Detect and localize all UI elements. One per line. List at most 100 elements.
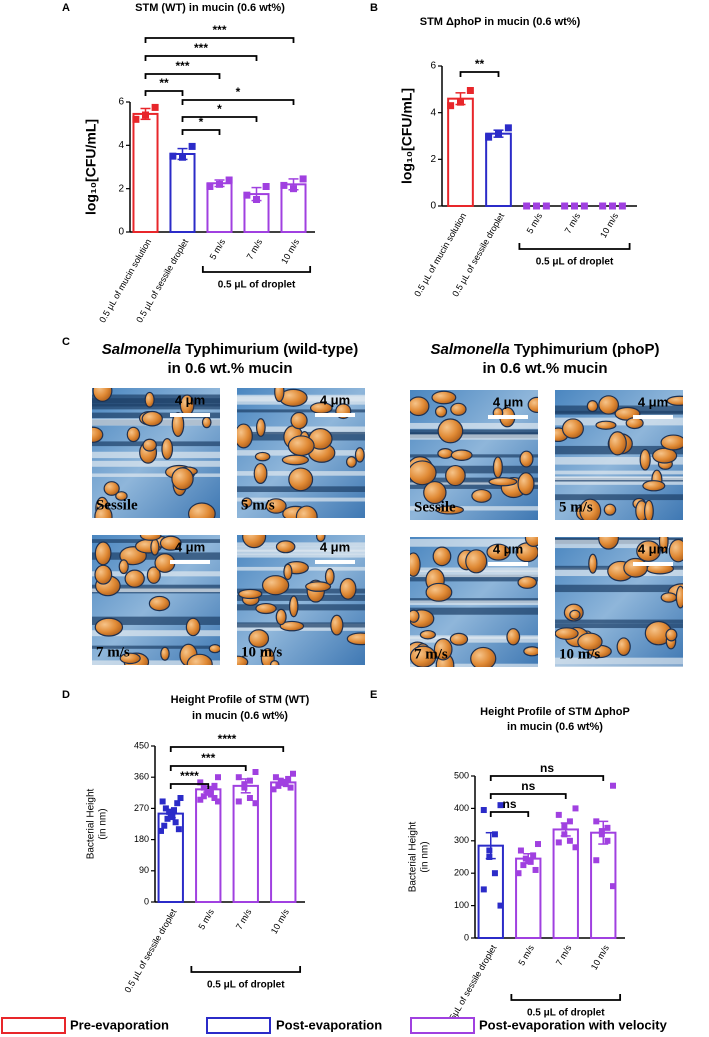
data-point: [270, 786, 277, 793]
x-tick-label: 5 m/s: [516, 943, 536, 967]
data-point: [530, 852, 537, 859]
image-blob: [410, 552, 421, 577]
y-tick-label: 4: [118, 140, 124, 151]
image-blob: [625, 417, 644, 430]
image-blob: [265, 498, 287, 514]
image-blob: [269, 660, 280, 665]
image-blob: [668, 538, 683, 563]
image-blob: [523, 646, 538, 657]
y-tick-label: 0: [430, 201, 436, 212]
y-tick-label: 4: [430, 107, 436, 118]
image-label: 5 m/s: [559, 499, 593, 515]
image-streak: [237, 546, 365, 552]
image-blob: [488, 477, 518, 487]
scale-bar: [170, 413, 210, 417]
group-bracket: [190, 966, 302, 973]
image-streak: [237, 604, 365, 611]
image-streak: [555, 476, 683, 481]
data-point: [497, 802, 504, 809]
image-blob: [159, 535, 182, 551]
image-blob: [643, 499, 654, 520]
image-blob: [471, 488, 492, 503]
image-blob: [288, 595, 299, 618]
y-tick-label: 300: [454, 835, 469, 845]
data-point: [495, 130, 502, 138]
image-blob: [94, 541, 112, 566]
image-streak: [92, 460, 220, 467]
image-label: 10 m/s: [559, 646, 600, 662]
y-tick-label: 270: [134, 803, 149, 813]
panel-title: in 0.6 wt.% mucin: [482, 360, 607, 377]
image-blob: [275, 608, 287, 626]
data-point: [480, 886, 487, 893]
x-tick-label: 10 m/s: [589, 943, 611, 972]
image-blob: [598, 395, 620, 415]
image-blob: [579, 498, 602, 520]
image-streak: [410, 422, 538, 429]
group-label: 0.5 μL of droplet: [527, 1008, 605, 1019]
x-tick-label: 5 m/s: [525, 211, 545, 235]
image-streak: [555, 539, 683, 549]
chart-title: Height Profile of STM (WT): [171, 694, 310, 706]
y-tick-label: 0: [464, 932, 469, 942]
image-blob: [242, 535, 267, 549]
image-blob: [577, 632, 603, 651]
data-point: [216, 180, 223, 188]
image-blob: [652, 447, 678, 464]
legend-label: Pre-evaporation: [70, 1017, 169, 1032]
image-blob: [281, 454, 309, 466]
scale-label: 4 μm: [493, 541, 523, 556]
y-tick-label: 6: [430, 61, 436, 72]
image-blob: [608, 431, 627, 456]
y-tick-label: 360: [134, 772, 149, 782]
image-blob: [665, 628, 678, 642]
image-blob: [527, 396, 538, 414]
data-point: [207, 786, 214, 793]
image-blob: [254, 451, 271, 462]
data-point: [480, 807, 487, 814]
image-blob: [315, 535, 326, 543]
image-blob: [519, 450, 534, 468]
significance-bracket: [181, 129, 221, 135]
image-streak: [410, 607, 538, 615]
significance-label: *: [217, 102, 222, 116]
image-blob: [295, 505, 318, 518]
significance-label: ****: [180, 769, 199, 783]
image-streak: [237, 409, 365, 413]
data-point: [561, 823, 568, 830]
bar: [280, 183, 307, 233]
image-streak: [92, 403, 220, 410]
image-blob: [139, 535, 162, 541]
data-point: [533, 202, 540, 210]
data-point: [504, 124, 512, 132]
y-axis-label: Bacterial Height: [86, 788, 97, 859]
image-blob: [208, 644, 220, 654]
group-label: 0.5 μL of droplet: [536, 257, 614, 268]
significance-label: ns: [521, 779, 535, 793]
data-point: [162, 805, 169, 812]
image-blob: [346, 632, 365, 646]
significance-bracket: [144, 55, 258, 61]
image-blob: [124, 569, 145, 588]
image-blob: [616, 637, 631, 657]
data-point: [252, 769, 259, 775]
x-tick-label: 10 m/s: [598, 211, 620, 240]
data-point: [241, 784, 248, 791]
group-bracket: [201, 266, 312, 273]
image-blob: [470, 646, 497, 667]
image-blob: [241, 497, 253, 508]
data-point: [164, 815, 171, 822]
image-blob: [445, 464, 466, 487]
scale-bar: [633, 562, 673, 566]
bar: [206, 182, 233, 233]
image-blob: [305, 581, 332, 592]
afm-image: [237, 388, 365, 518]
y-tick-label: 400: [454, 803, 469, 813]
image-blob: [94, 505, 113, 518]
data-point: [252, 800, 259, 807]
image-blob: [103, 481, 120, 496]
image-blob: [185, 617, 201, 637]
data-point: [610, 883, 616, 890]
data-point: [175, 826, 182, 833]
x-tick-label: 5 m/s: [196, 907, 216, 931]
